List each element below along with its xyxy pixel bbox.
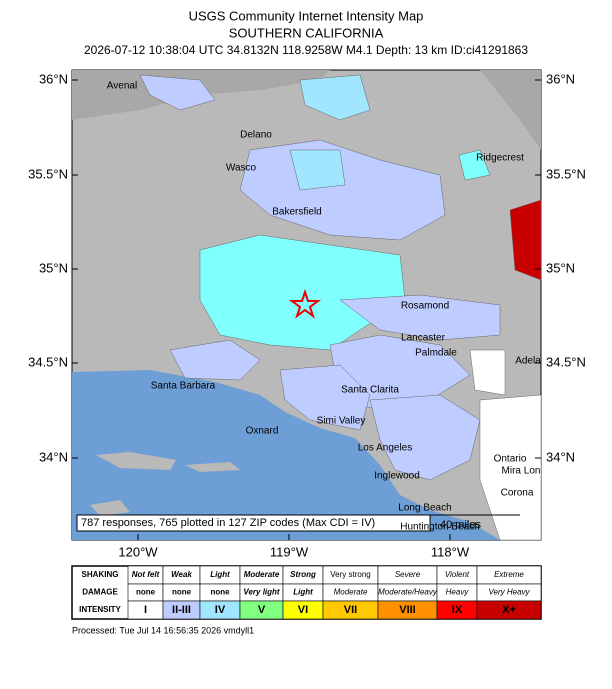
place-label: Ontario [494, 454, 527, 465]
lat-label: 35.5°N [28, 166, 68, 181]
damage-label: none [210, 588, 230, 597]
shaking-label: Extreme [494, 570, 524, 579]
legend-cell [476, 600, 542, 620]
place-label: Bakersfield [272, 207, 321, 218]
shaking-label: Moderate [244, 570, 280, 579]
place-label: Santa Barbara [151, 381, 216, 392]
lat-label: 34°N [39, 449, 68, 464]
place-label: Avenal [107, 81, 137, 92]
intensity-label: VI [298, 604, 308, 616]
lat-label: 34°N [546, 449, 575, 464]
damage-label: none [136, 588, 156, 597]
shaking-label: Strong [290, 570, 316, 579]
place-label: Corona [501, 488, 534, 499]
legend: SHAKING Not felt Weak Light Moderate Strong Ve… [71, 565, 542, 620]
event-info: 2026-07-12 10:38:04 UTC 34.8132N 118.925… [84, 43, 528, 57]
lon-label: 120°W [118, 544, 158, 559]
shaking-label: Light [210, 570, 230, 579]
place-label: Inglewood [374, 471, 420, 482]
intensity-label: V [258, 604, 266, 616]
row-header: INTENSITY [79, 605, 121, 614]
place-label: Wasco [226, 163, 257, 174]
lat-label: 35.5°N [546, 166, 586, 181]
place-label: Simi Valley [317, 416, 366, 427]
damage-label: Light [293, 588, 313, 597]
lon-label: 118°W [431, 544, 470, 559]
place-label: Huntington Beach [400, 522, 480, 533]
place-label: Mira Lon [502, 466, 541, 477]
intensity-label: IV [215, 604, 226, 616]
map-labels: 36°N 36°N 35.5°N 35.5°N 35°N 35°N 34.5°N 34.5°N… [28, 71, 586, 559]
place-label: Los Angeles [358, 443, 413, 454]
intensity-label: I [144, 604, 147, 616]
lat-label: 36°N [39, 71, 68, 86]
intensity-label: II-III [172, 604, 191, 616]
intensity-label: IX [452, 604, 463, 616]
row-header: DAMAGE [82, 588, 118, 597]
place-label: Adela [515, 356, 541, 367]
place-label: Rosamond [401, 301, 449, 312]
place-label: Oxnard [246, 426, 279, 437]
lat-label: 35°N [546, 260, 575, 275]
lat-label: 36°N [546, 71, 575, 86]
region: SOUTHERN CALIFORNIA [229, 25, 384, 40]
footer: Processed: Tue Jul 14 16:56:35 2026 vmdy… [72, 625, 254, 635]
lon-label: 119°W [270, 544, 309, 559]
damage-label: Moderate/Heavy [378, 588, 438, 597]
shaking-label: Not felt [132, 570, 160, 579]
responses-note: 787 responses, 765 plotted in 127 ZIP co… [81, 517, 375, 529]
damage-label: none [172, 588, 192, 597]
intensity-label: VII [344, 604, 357, 616]
place-label: Palmdale [415, 348, 457, 359]
damage-label: Heavy [446, 588, 470, 597]
row-header: SHAKING [82, 570, 119, 579]
map: 787 responses, 765 plotted in 127 ZIP co… [71, 69, 542, 541]
damage-label: Very light [243, 588, 279, 597]
damage-label: Very Heavy [488, 588, 530, 597]
shaking-label: Very strong [330, 570, 370, 579]
place-label: Delano [240, 130, 272, 141]
lat-label: 35°N [39, 260, 68, 275]
shaking-label: Severe [395, 570, 421, 579]
place-label: Ridgecrest [476, 153, 524, 164]
place-label: Lancaster [401, 333, 446, 344]
shaking-label: Violent [445, 570, 470, 579]
damage-label: Moderate [334, 588, 368, 597]
scale-label: 40 miles [440, 519, 481, 531]
place-label: Long Beach [398, 503, 451, 514]
intensity-label: VIII [399, 604, 416, 616]
lat-label: 34.5°N [28, 354, 68, 369]
title: USGS Community Internet Intensity Map [189, 8, 424, 23]
lat-label: 34.5°N [546, 354, 586, 369]
place-label: Santa Clarita [341, 385, 399, 396]
intensity-label: X+ [502, 604, 516, 616]
shaking-label: Weak [171, 570, 192, 579]
